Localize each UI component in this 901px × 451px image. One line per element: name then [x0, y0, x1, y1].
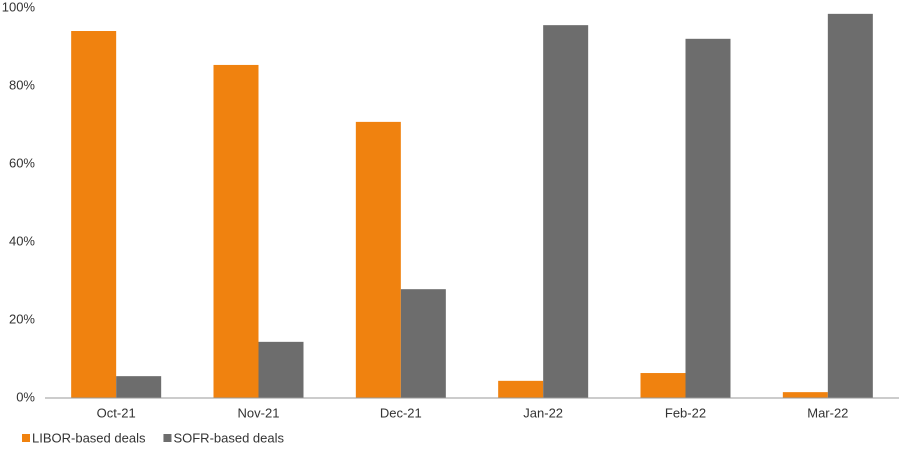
x-tick-label: Jan-22 [523, 405, 563, 420]
y-tick-label: 80% [9, 77, 35, 92]
x-tick-label: Mar-22 [807, 405, 848, 420]
y-tick-label: 100% [2, 0, 36, 14]
bar [355, 121, 401, 398]
bar [685, 38, 731, 399]
bar [213, 64, 259, 398]
x-tick-label: Dec-21 [380, 405, 422, 420]
legend-swatch [22, 434, 30, 442]
bar [498, 380, 544, 398]
legend-label: SOFR-based deals [173, 430, 284, 445]
bar [258, 341, 304, 398]
x-tick-label: Feb-22 [665, 405, 706, 420]
x-tick-label: Nov-21 [238, 405, 280, 420]
legend-swatch [163, 434, 172, 442]
bar [116, 376, 162, 398]
y-tick-label: 40% [9, 233, 35, 248]
legend-label: LIBOR-based deals [32, 430, 146, 445]
bar [782, 392, 828, 398]
y-tick-label: 60% [9, 155, 35, 170]
bar [827, 13, 873, 398]
bar [640, 373, 686, 398]
x-tick-label: Oct-21 [97, 405, 136, 420]
y-tick-label: 20% [9, 311, 35, 326]
bar [543, 25, 589, 398]
bar [400, 289, 446, 398]
y-tick-label: 0% [16, 389, 35, 404]
bar [71, 31, 117, 398]
